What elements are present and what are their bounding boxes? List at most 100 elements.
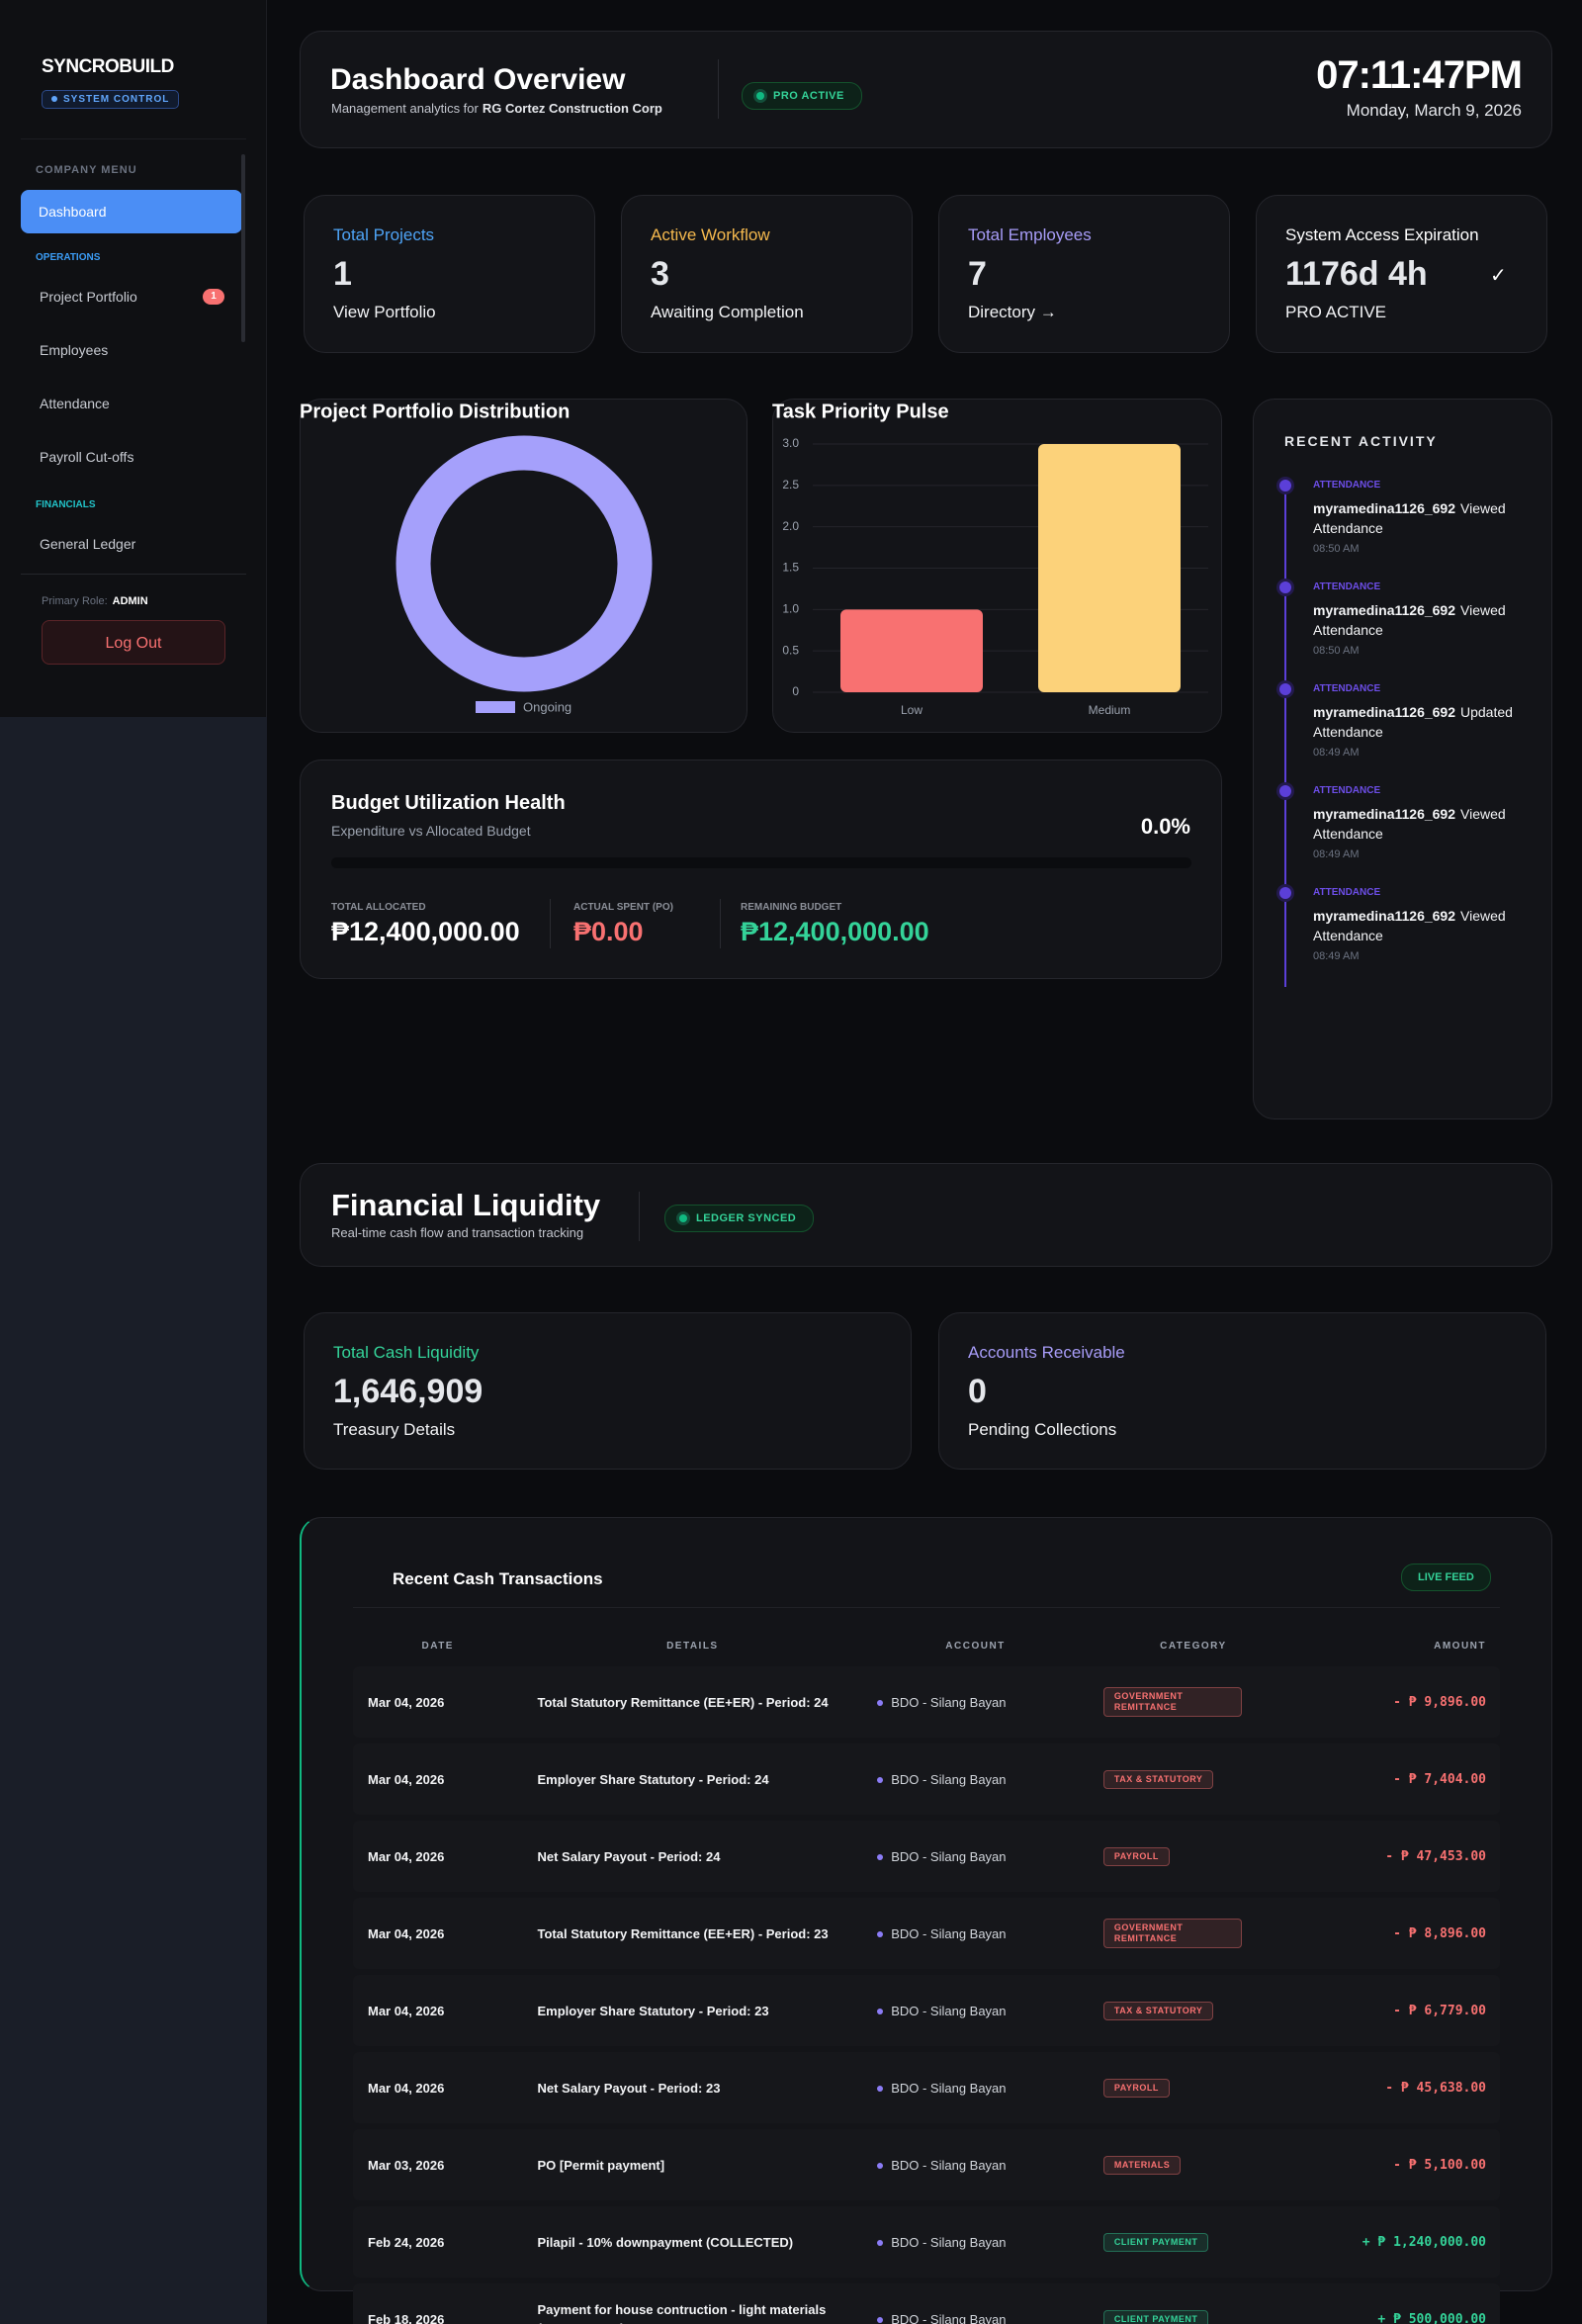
tx-category: TAX & STATUTORY (1102, 1770, 1214, 1789)
activity-tag: ATTENDANCE (1313, 480, 1381, 491)
stat-label: Total Projects (333, 225, 435, 244)
sidebar: SYNCROBUILD SYSTEM CONTROL COMPANY MENU Das… (0, 0, 267, 717)
tx-amount: - ₱ 9,896.00 (1297, 1666, 1500, 1738)
activity-time: 08:50 AM (1313, 645, 1360, 657)
activity-card: RECENT ACTIVITY ATTENDANCE myramedina1126_… (1253, 399, 1552, 1119)
bar (1038, 444, 1181, 692)
activity-time: 08:49 AM (1313, 849, 1360, 860)
transaction-row[interactable]: Feb 18, 2026 Payment for house contructio… (353, 2283, 1500, 2324)
budget-card: Budget Utilization Health Expenditure vs … (300, 760, 1222, 979)
activity-action: Viewed Attendance (1313, 500, 1506, 536)
activity-action: Viewed Attendance (1313, 908, 1506, 943)
stat-link[interactable]: Directory → (968, 303, 1057, 321)
nav-item[interactable]: Attendance (40, 396, 110, 411)
timeline-line (1284, 485, 1286, 987)
status-pill: PRO ACTIVE (742, 82, 862, 110)
role: Primary Role: ADMIN (42, 595, 148, 607)
tx-amount: - ₱ 47,453.00 (1297, 1821, 1500, 1892)
donut-segment (396, 435, 653, 692)
cash-label: Accounts Receivable (968, 1343, 1125, 1362)
account-name: BDO - Silang Bayan (891, 2080, 1007, 2096)
transaction-row[interactable]: Mar 04, 2026 Employer Share Statutory - P… (353, 1975, 1500, 2046)
stat-card: System Access Expiration 1176d 4h PRO ACTI… (1256, 195, 1547, 353)
budget-value: ₱0.00 (573, 917, 644, 946)
tx-category-cell: PAYROLL (1088, 2052, 1298, 2123)
stat-card: Total Employees 7 Directory → (938, 195, 1230, 353)
transaction-row[interactable]: Mar 04, 2026 Total Statutory Remittance (… (353, 1898, 1500, 1969)
transaction-row[interactable]: Mar 04, 2026 Employer Share Statutory - P… (353, 1743, 1500, 1815)
column-header: CATEGORY (1160, 1640, 1227, 1652)
tx-amount: - ₱ 5,100.00 (1297, 2129, 1500, 2200)
activity-tag: ATTENDANCE (1313, 683, 1381, 694)
budget-value: ₱12,400,000.00 (741, 917, 929, 946)
finance-pill: LEDGER SYNCED (664, 1205, 815, 1232)
budget-divider (550, 899, 551, 948)
activity-tag: ATTENDANCE (1313, 785, 1381, 796)
tx-details: Total Statutory Remittance (EE+ER) - Per… (522, 1898, 863, 1969)
transaction-row[interactable]: Mar 04, 2026 Total Statutory Remittance (… (353, 1666, 1500, 1738)
nav-item[interactable]: General Ledger (40, 536, 136, 552)
cash-link[interactable]: Pending Collections (968, 1420, 1117, 1439)
tx-account: BDO - Silang Bayan (862, 1975, 1089, 2046)
column-header: DATE (421, 1640, 454, 1652)
finance-header-card: Financial Liquidity Real-time cash flow a… (300, 1163, 1552, 1267)
transaction-row[interactable]: Mar 04, 2026 Net Salary Payout - Period: … (353, 1821, 1500, 1892)
activity-item: ATTENDANCE myramedina1126_692 Updated Atte… (1313, 682, 1526, 759)
tx-details: Payment for house contruction - light ma… (522, 2283, 863, 2324)
budget-label: ACTUAL SPENT (PO) (573, 902, 673, 913)
tx-category: GOVERNMENT REMITTANCE (1102, 1687, 1242, 1717)
section-title: OPERATIONS (36, 252, 101, 263)
activity-item: ATTENDANCE myramedina1126_692 Viewed Atten… (1313, 886, 1526, 962)
nav-item[interactable]: Employees (40, 342, 109, 358)
chart: Task Priority Pulse 0 0.5 1.0 1.5 2.0 2.5 3.0 Lo… (772, 401, 1208, 717)
stat-link[interactable]: View Portfolio (333, 303, 436, 321)
x-tick-label: Medium (1089, 703, 1131, 717)
stat-check: ✓ (1490, 265, 1507, 287)
activity-user: myramedina1126_692 (1313, 908, 1455, 924)
status-text: LEDGER SYNCED (696, 1212, 797, 1224)
activity-user: myramedina1126_692 (1313, 602, 1455, 618)
stat-link[interactable]: Awaiting Completion (651, 303, 804, 321)
timeline-dot (1279, 887, 1291, 899)
activity-text: myramedina1126_692 Viewed Attendance (1313, 498, 1526, 538)
tx-category-cell: GOVERNMENT REMITTANCE (1088, 1666, 1298, 1738)
tx-amount: - ₱ 7,404.00 (1297, 1743, 1500, 1815)
tx-account: BDO - Silang Bayan (862, 2052, 1089, 2123)
stat-value: 7 (968, 255, 987, 293)
y-tick-label: 0 (792, 684, 799, 698)
tx-category-cell: GOVERNMENT REMITTANCE (1088, 1898, 1298, 1969)
tx-category-cell: PAYROLL (1088, 1821, 1298, 1892)
nav-item[interactable]: Payroll Cut-offs (40, 449, 134, 465)
cash-link[interactable]: Treasury Details (333, 1420, 456, 1439)
finance-divider (639, 1192, 640, 1241)
transactions-table: DATE DETAILS ACCOUNT CATEGORY AMOUNT Mar 04, … (353, 1625, 1500, 2324)
nav-active[interactable]: Dashboard (21, 190, 242, 233)
tx-details: PO [Permit payment] (522, 2129, 863, 2200)
budget-divider (720, 899, 721, 948)
stat-link[interactable]: PRO ACTIVE (1285, 303, 1387, 321)
logout-button[interactable]: Log Out (42, 620, 225, 665)
tx-category-cell: MATERIALS (1088, 2129, 1298, 2200)
chart: Project Portfolio Distribution Ongoing (300, 401, 653, 714)
transaction-row[interactable]: Feb 24, 2026 Pilapil - 10% downpayment (C… (353, 2206, 1500, 2278)
column-header: AMOUNT (1434, 1640, 1486, 1652)
transaction-row[interactable]: Mar 04, 2026 Net Salary Payout - Period: … (353, 2052, 1500, 2123)
header-row: DATE DETAILS ACCOUNT CATEGORY AMOUNT (353, 1631, 1500, 1660)
tx-account: BDO - Silang Bayan (862, 2129, 1089, 2200)
tx-account: BDO - Silang Bayan (862, 2206, 1089, 2278)
budget-value: ₱12,400,000.00 (331, 917, 520, 946)
account-dot (877, 1700, 884, 1707)
nav-item[interactable]: Project Portfolio (40, 289, 137, 305)
transaction-row[interactable]: Mar 03, 2026 PO [Permit payment] BDO - Sil… (353, 2129, 1500, 2200)
tx-category: GOVERNMENT REMITTANCE (1102, 1919, 1242, 1948)
stat-value: 3 (651, 255, 669, 293)
brand: SYNCROBUILD (42, 56, 174, 77)
menu-title: COMPANY MENU (36, 164, 137, 176)
legend-label: Ongoing (523, 699, 571, 714)
tx-details: Employer Share Statutory - Period: 23 (522, 1975, 863, 2046)
activity-action: Updated Attendance (1313, 704, 1513, 740)
chart-title: Task Priority Pulse (772, 401, 949, 422)
tx-date: Mar 04, 2026 (353, 1975, 523, 2046)
tx-amount: - ₱ 6,779.00 (1297, 1975, 1500, 2046)
tx-account: BDO - Silang Bayan (862, 1898, 1089, 1969)
